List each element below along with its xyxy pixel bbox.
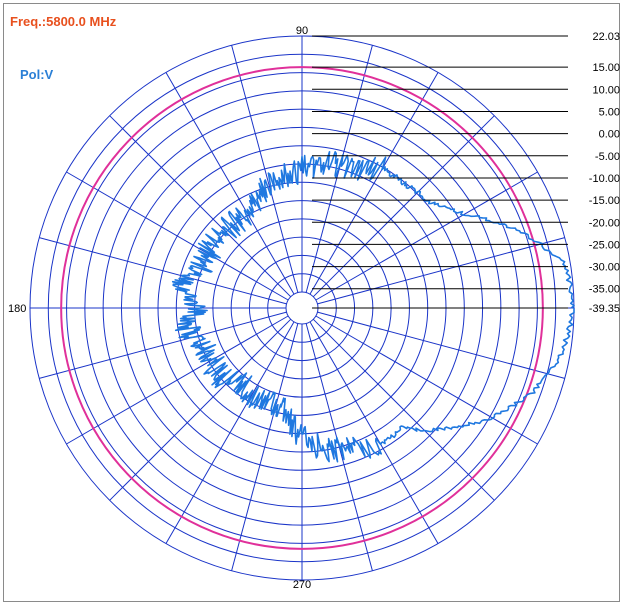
scale-label: -30.00 xyxy=(589,262,620,274)
scale-label: -39.35 xyxy=(589,303,620,315)
grid-spoke xyxy=(165,72,295,295)
angle-label-90: 90 xyxy=(296,25,308,37)
scale-label: -20.00 xyxy=(589,217,620,229)
scale-label: -25.00 xyxy=(589,239,620,251)
pattern-trace xyxy=(171,151,575,463)
grid-spoke xyxy=(317,311,565,379)
grid-spoke xyxy=(315,171,538,301)
scale-label: 15.00 xyxy=(592,62,620,74)
grid-spoke xyxy=(315,315,538,445)
antenna-pattern xyxy=(171,151,575,463)
scale-label: 10.00 xyxy=(592,84,620,96)
grid-spoke xyxy=(109,115,292,298)
angle-label-270: 270 xyxy=(293,579,311,591)
grid-spoke xyxy=(39,311,287,379)
grid-spoke xyxy=(109,318,292,501)
grid-spoke xyxy=(231,323,299,571)
scale-label: -5.00 xyxy=(595,151,620,163)
grid-spoke xyxy=(317,237,565,305)
grid-spoke xyxy=(312,115,495,298)
angle-label-180: 180 xyxy=(8,303,26,315)
scale-label: -15.00 xyxy=(589,195,620,207)
scale-label: -35.00 xyxy=(589,284,620,296)
scale-label: 22.03 xyxy=(592,31,620,43)
grid-spoke xyxy=(231,45,299,293)
grid-spoke xyxy=(66,315,289,445)
scale-label: 5.00 xyxy=(599,106,620,118)
frequency-label: Freq.:5800.0 MHz xyxy=(10,14,117,29)
grid-spoke xyxy=(312,318,495,501)
grid-spoke xyxy=(39,237,287,305)
chart-frame xyxy=(3,3,620,602)
grid-spoke xyxy=(309,321,439,544)
grid-spoke xyxy=(165,321,295,544)
grid-spoke xyxy=(309,72,439,295)
scale-label: -10.00 xyxy=(589,173,620,185)
grid-spoke xyxy=(66,171,289,301)
axis-labels: 22.03 15.00 10.00 5.00 0.00 -5.00 -10.00 -15.00… xyxy=(8,25,620,591)
scale-label: 0.00 xyxy=(599,129,620,141)
polarization-label: Pol:V xyxy=(20,67,54,82)
